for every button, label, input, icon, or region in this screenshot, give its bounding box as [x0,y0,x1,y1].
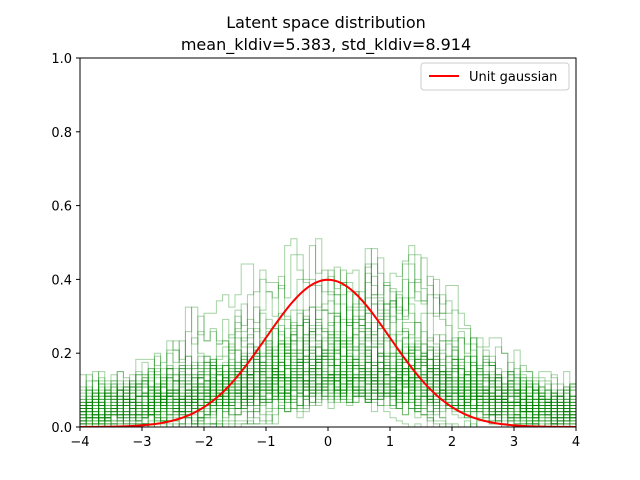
x-tick-label: −1 [256,435,275,450]
latent-histogram [80,269,576,427]
latent-histogram [80,352,576,427]
latent-histogram [80,245,576,427]
y-tick-label: 1.0 [51,52,72,67]
legend: Unit gaussian [420,62,570,91]
legend-label-unit-gaussian: Unit gaussian [469,70,557,85]
latent-histogram [80,352,576,427]
latent-histogram [80,306,576,427]
latent-histogram [80,358,576,427]
latent-histogram [80,281,576,427]
latent-histogram [80,278,576,427]
latent-histogram [80,337,576,427]
gaussian-layer [80,278,576,427]
latent-histogram [80,349,576,427]
latent-histogram [80,303,576,427]
latent-histogram [80,365,576,427]
x-tick-label: 1 [386,435,394,450]
latent-histogram [80,355,576,427]
chart-title: Latent space distribution [226,13,426,32]
y-axis: 0.0 0.2 0.4 0.6 0.8 1.0 [51,52,80,436]
latent-histogram [80,355,576,427]
latent-histogram [80,263,576,427]
latent-histogram [80,331,576,427]
latent-histogram [80,303,576,427]
x-tick-label: 2 [448,435,456,450]
latent-histogram [80,238,576,427]
x-tick-label: −4 [70,435,89,450]
latent-histogram [80,346,576,427]
latent-histogram [80,343,576,427]
latent-histogram [80,254,576,427]
latent-histogram [80,248,576,427]
latent-histogram [80,349,576,427]
latent-histogram [80,263,576,427]
chart-subtitle: mean_kldiv=5.383, std_kldiv=8.914 [181,35,471,55]
latent-histogram [80,365,576,427]
latent-histogram [80,352,576,427]
x-tick-label: 0 [324,435,332,450]
y-tick-label: 0.2 [51,347,72,362]
latent-histogram [80,368,576,427]
latent-histogram [80,340,576,427]
latent-histogram [80,358,576,427]
x-tick-label: −2 [194,435,213,450]
latent-histogram [80,355,576,427]
latent-histogram [80,340,576,427]
latent-histogram [80,365,576,427]
latent-histogram [80,346,576,427]
latent-histogram [80,361,576,427]
latent-histogram [80,361,576,427]
latent-histogram [80,371,576,427]
y-tick-label: 0.6 [51,200,72,215]
latent-histogram [80,340,576,427]
x-axis: −4 −3 −2 −1 0 1 2 3 4 [70,427,580,450]
unit-gaussian-line [80,278,576,427]
y-tick-label: 0.4 [51,273,72,288]
legend-box [420,62,570,91]
latent-histogram [80,312,576,427]
latent-histogram [80,325,576,427]
x-tick-label: 3 [510,435,518,450]
latent-histogram [80,321,576,427]
latent-histogram [80,371,576,427]
latent-histogram [80,318,576,427]
x-tick-label: 4 [572,435,580,450]
histogram-layer [80,238,576,427]
latent-histogram [80,263,576,427]
latent-histogram [80,349,576,427]
latent-histogram [80,334,576,427]
latent-histogram [80,328,576,427]
y-tick-label: 0.8 [51,126,72,141]
x-tick-label: −3 [132,435,151,450]
latent-histogram [80,371,576,427]
latent-histogram [80,355,576,427]
latent-histogram [80,352,576,427]
latent-histogram [80,263,576,427]
latent-histogram [80,281,576,427]
latent-histogram [80,278,576,427]
latent-histogram [80,361,576,427]
latent-histogram [80,355,576,427]
latent-histogram [80,309,576,427]
latent-histogram [80,331,576,427]
latent-histogram [80,337,576,427]
latent-histogram [80,346,576,427]
latent-histogram [80,346,576,427]
latent-histogram [80,315,576,427]
y-tick-label: 0.0 [51,421,72,436]
latent-histogram [80,245,576,427]
latent-histogram [80,355,576,427]
